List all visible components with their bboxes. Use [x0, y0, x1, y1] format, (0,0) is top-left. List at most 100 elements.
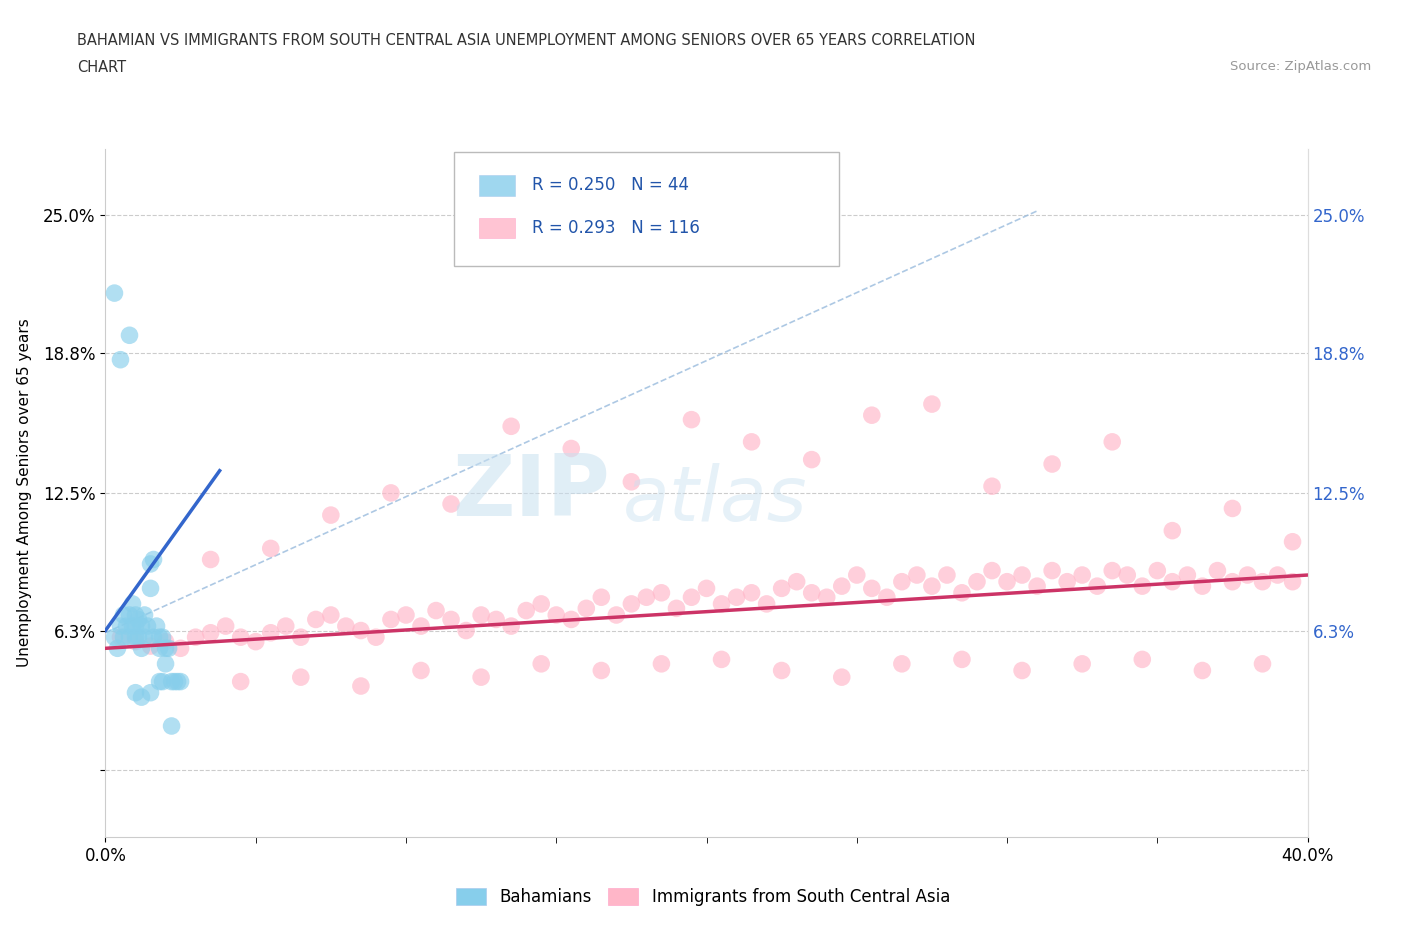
- Point: [350, 623, 373, 638]
- Point: [1071, 567, 1094, 582]
- Point: [501, 418, 523, 433]
- Point: [546, 607, 568, 622]
- Point: [157, 641, 180, 656]
- Point: [110, 352, 132, 367]
- Point: [155, 657, 177, 671]
- Point: [260, 625, 283, 640]
- Point: [214, 618, 236, 633]
- Point: [620, 596, 643, 611]
- Point: [1040, 564, 1063, 578]
- Point: [409, 663, 432, 678]
- Point: [134, 607, 156, 622]
- Point: [229, 630, 252, 644]
- Point: [575, 601, 598, 616]
- Point: [319, 508, 342, 523]
- Point: [145, 618, 167, 633]
- Point: [131, 690, 153, 705]
- Point: [605, 607, 627, 622]
- Point: [148, 630, 170, 644]
- Point: [981, 479, 1004, 494]
- Text: R = 0.250   N = 44: R = 0.250 N = 44: [533, 177, 689, 194]
- Point: [921, 578, 943, 593]
- Point: [121, 596, 143, 611]
- Point: [425, 604, 447, 618]
- Text: atlas: atlas: [623, 463, 807, 537]
- Point: [440, 612, 463, 627]
- Point: [136, 618, 159, 633]
- Point: [1040, 457, 1063, 472]
- Point: [139, 685, 162, 700]
- Text: ZIP: ZIP: [453, 451, 610, 535]
- Point: [921, 397, 943, 412]
- Point: [1222, 501, 1244, 516]
- Point: [380, 612, 402, 627]
- Point: [110, 618, 132, 633]
- Point: [148, 641, 170, 656]
- Point: [710, 652, 733, 667]
- Point: [860, 407, 883, 422]
- Legend: Bahamians, Immigrants from South Central Asia: Bahamians, Immigrants from South Central…: [450, 881, 956, 912]
- Point: [710, 596, 733, 611]
- Point: [112, 607, 135, 622]
- Point: [1281, 574, 1303, 589]
- Point: [1085, 578, 1108, 593]
- Y-axis label: Unemployment Among Seniors over 65 years: Unemployment Among Seniors over 65 years: [17, 319, 32, 668]
- Point: [470, 607, 492, 622]
- Point: [290, 630, 312, 644]
- Point: [229, 674, 252, 689]
- Point: [152, 674, 174, 689]
- Point: [110, 630, 132, 644]
- Point: [166, 674, 188, 689]
- Point: [1071, 657, 1094, 671]
- Point: [142, 630, 165, 644]
- Point: [950, 652, 973, 667]
- Point: [103, 630, 125, 644]
- Point: [560, 612, 582, 627]
- Point: [128, 612, 150, 627]
- Point: [530, 657, 553, 671]
- Point: [755, 596, 778, 611]
- Point: [1236, 567, 1258, 582]
- Point: [440, 497, 463, 512]
- Point: [1267, 567, 1289, 582]
- Point: [936, 567, 959, 582]
- Point: [1251, 657, 1274, 671]
- Point: [160, 674, 183, 689]
- Point: [831, 670, 853, 684]
- Point: [696, 581, 718, 596]
- Point: [966, 574, 988, 589]
- Point: [770, 663, 793, 678]
- Point: [786, 574, 808, 589]
- Point: [591, 590, 613, 604]
- Point: [890, 574, 912, 589]
- Point: [121, 618, 143, 633]
- Point: [650, 657, 672, 671]
- Point: [184, 630, 207, 644]
- Point: [831, 578, 853, 593]
- Point: [530, 596, 553, 611]
- Point: [560, 441, 582, 456]
- Point: [335, 618, 357, 633]
- FancyBboxPatch shape: [479, 175, 516, 195]
- Point: [115, 618, 138, 633]
- Point: [1206, 564, 1229, 578]
- Text: CHART: CHART: [77, 60, 127, 75]
- Point: [380, 485, 402, 500]
- Point: [124, 607, 146, 622]
- Point: [131, 618, 153, 633]
- Point: [350, 679, 373, 694]
- Point: [515, 604, 537, 618]
- Point: [319, 607, 342, 622]
- Point: [155, 634, 177, 649]
- Point: [1161, 574, 1184, 589]
- Point: [103, 286, 125, 300]
- Point: [1026, 578, 1049, 593]
- Point: [681, 412, 703, 427]
- Point: [139, 639, 162, 654]
- Point: [1281, 535, 1303, 550]
- Point: [107, 641, 129, 656]
- Point: [591, 663, 613, 678]
- Point: [124, 685, 146, 700]
- Point: [470, 670, 492, 684]
- Point: [118, 630, 141, 644]
